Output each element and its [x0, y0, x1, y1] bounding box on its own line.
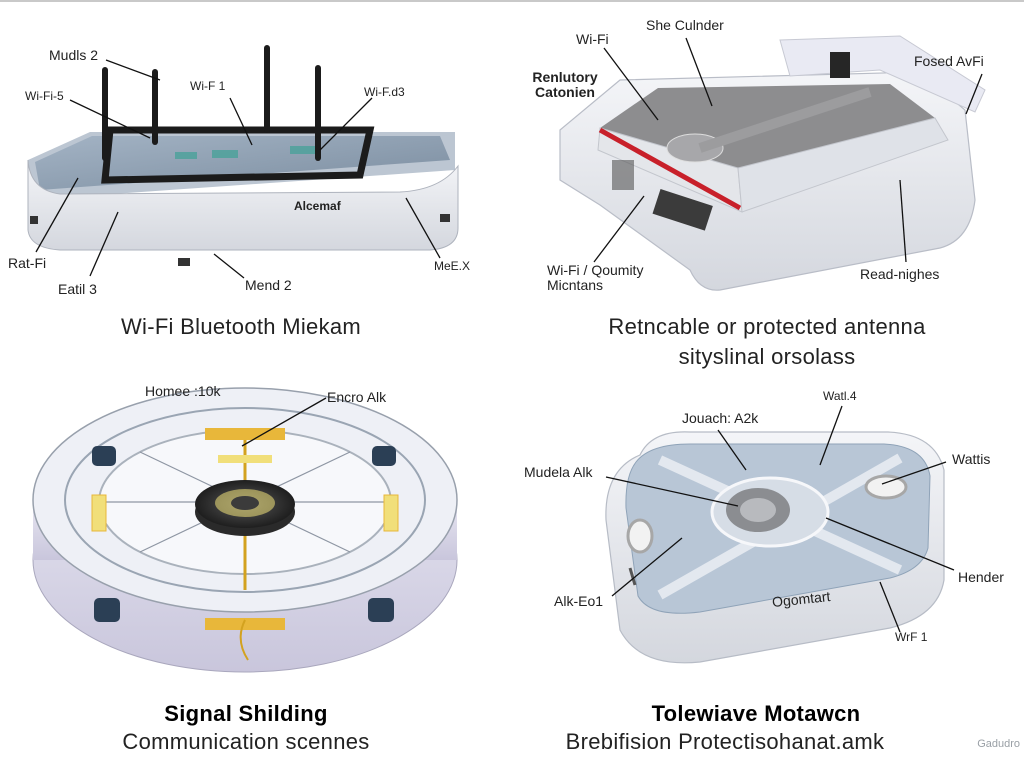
enclosure-label-6: Read-nighes: [860, 266, 940, 282]
pad-label-8: WrF 1: [895, 630, 928, 644]
ring-label-1: Homee :10k: [145, 383, 221, 399]
pad-label-5: Alk-Eo1: [554, 593, 604, 609]
ring-leader-lines: [241, 397, 327, 447]
pad-device: [605, 431, 945, 664]
enclosure-label-4: Fosed AvFi: [914, 53, 984, 69]
router-label-4: Wi-Fi-5: [25, 89, 64, 103]
enclosure-label-2: Wi-Fi: [576, 31, 609, 47]
ring-device: [32, 387, 458, 673]
enclosure-caption-line-2: sityslinal orsolass: [678, 344, 856, 369]
pad-label-1: Jouach: A2k: [682, 410, 759, 426]
router-label-3: Wi-F.d3: [364, 85, 405, 99]
enclosure-label-3: Renlutory Catonien: [532, 69, 598, 100]
top-border: [0, 0, 1024, 2]
pad-label-2: Watl.4: [823, 389, 857, 403]
router-label-6: Rat-Fi: [8, 255, 47, 271]
pad-leader-lines: [605, 405, 955, 633]
pad-caption-subtitle: Brebifision Protectisohanat.amk: [565, 729, 885, 754]
enclosure-leader-lines: [593, 37, 983, 263]
enclosure-caption-line-1: Retncable or protected antenna: [608, 314, 926, 339]
router-label-5: Alcemaf: [294, 199, 341, 213]
pad-label-3: Mudela Alk: [524, 464, 593, 480]
pad-label-4: Wattis: [952, 451, 991, 467]
ring-label-2: Encro Alk: [327, 389, 387, 405]
pad-caption-title: Tolewiave Motawcn: [651, 701, 861, 726]
router-device: [27, 45, 459, 266]
router-label-9: MeE.X: [434, 259, 471, 273]
router-label-2: Wi-F 1: [190, 79, 226, 93]
pad-label-7: Hender: [958, 569, 1004, 585]
router-label-1: Mudls 2: [49, 47, 99, 63]
enclosure-label-1: She Culnder: [646, 17, 724, 33]
watermark: Gadudro: [977, 738, 1020, 750]
router-label-7: Eatil 3: [58, 281, 97, 297]
ring-caption-subtitle: Communication scennes: [122, 729, 370, 754]
router-leader-lines: [35, 59, 441, 279]
enclosure-label-5: Wi-Fi / Qoumity Micntans: [547, 262, 644, 293]
router-label-8: Mend 2: [245, 277, 292, 293]
enclosure-device: [559, 35, 986, 291]
router-caption: Wi-Fi Bluetooth Miekam: [120, 314, 362, 339]
ring-caption-title: Signal Shilding: [164, 701, 328, 726]
